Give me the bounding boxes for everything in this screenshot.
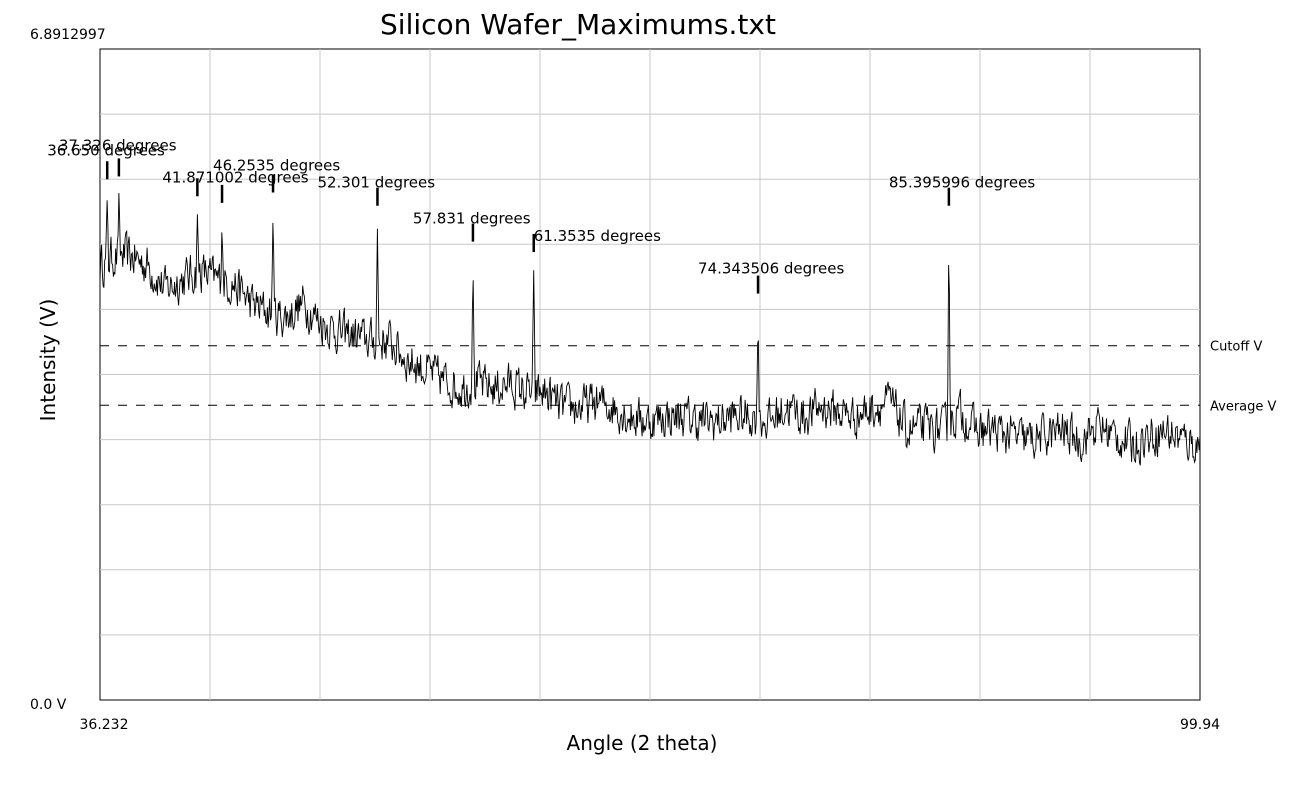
reference-lines: Cutoff V Average V xyxy=(100,340,1277,414)
peak-label: 46.2535 degrees xyxy=(213,156,340,174)
y-axis-label: Intensity (V) xyxy=(36,299,60,422)
peak-label: 52.301 degrees xyxy=(317,174,435,192)
intensity-trace xyxy=(99,192,1201,466)
reference-line-label: Cutoff V xyxy=(1210,340,1262,355)
x-axis-label: Angle (2 theta) xyxy=(567,731,718,755)
peak-label: 57.831 degrees xyxy=(413,210,531,228)
data-series xyxy=(99,192,1201,466)
chart-title: Silicon Wafer_Maximums.txt xyxy=(380,8,776,41)
peak-label: 37.326 degrees xyxy=(59,136,177,154)
x-min-tick-label: 36.232 xyxy=(80,717,129,733)
grid-lines xyxy=(100,49,1200,700)
peak-label: 61.3535 degrees xyxy=(534,227,661,245)
reference-line-label: Average V xyxy=(1210,399,1277,414)
peak-label: 74.343506 degrees xyxy=(698,260,844,278)
peak-label: 85.395996 degrees xyxy=(889,174,1035,192)
y-min-tick-label: 0.0 V xyxy=(30,697,67,713)
x-max-tick-label: 99.94 xyxy=(1180,717,1220,733)
y-max-tick-label: 6.8912997 xyxy=(30,27,106,43)
peak-label: 36.650 degrees xyxy=(47,141,165,159)
